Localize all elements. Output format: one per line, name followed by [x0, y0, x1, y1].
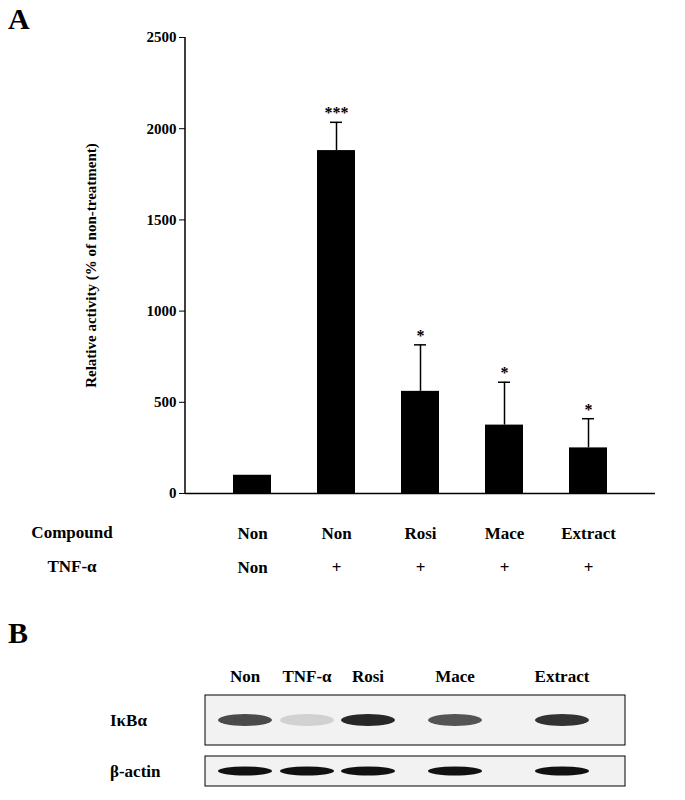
svg-text:2500: 2500	[147, 29, 177, 45]
svg-text:Extract: Extract	[561, 524, 616, 543]
svg-text:+: +	[500, 558, 510, 577]
svg-text:Rosi: Rosi	[404, 524, 436, 543]
svg-text:1000: 1000	[147, 303, 177, 319]
svg-text:Non: Non	[230, 667, 261, 686]
svg-text:+: +	[416, 558, 426, 577]
svg-text:*: *	[585, 401, 593, 418]
svg-text:1500: 1500	[147, 212, 177, 228]
svg-text:+: +	[332, 558, 342, 577]
svg-text:Non: Non	[237, 524, 268, 543]
svg-text:IκBα: IκBα	[110, 711, 147, 730]
svg-text:Rosi: Rosi	[352, 667, 384, 686]
svg-text:TNF-α: TNF-α	[47, 557, 97, 576]
html-text:A: A	[8, 2, 30, 35]
svg-text:Relative activity (% of non-tr: Relative activity (% of non-treatment)	[83, 143, 100, 388]
svg-text:***: ***	[325, 104, 349, 121]
svg-text:+: +	[584, 558, 594, 577]
svg-text:Mace: Mace	[485, 524, 525, 543]
svg-text:Mace: Mace	[435, 667, 475, 686]
svg-text:Extract: Extract	[535, 667, 590, 686]
svg-text:500: 500	[154, 394, 177, 410]
html-text:B: B	[8, 616, 28, 649]
svg-text:Non: Non	[321, 524, 352, 543]
svg-text:*: *	[501, 364, 509, 381]
svg-text:Non: Non	[237, 558, 268, 577]
svg-text:0: 0	[169, 485, 177, 501]
svg-text:β-actin: β-actin	[110, 762, 161, 781]
svg-text:*: *	[417, 327, 425, 344]
svg-text:TNF-α: TNF-α	[282, 667, 332, 686]
svg-text:Compound: Compound	[31, 523, 113, 542]
svg-text:2000: 2000	[147, 121, 177, 137]
